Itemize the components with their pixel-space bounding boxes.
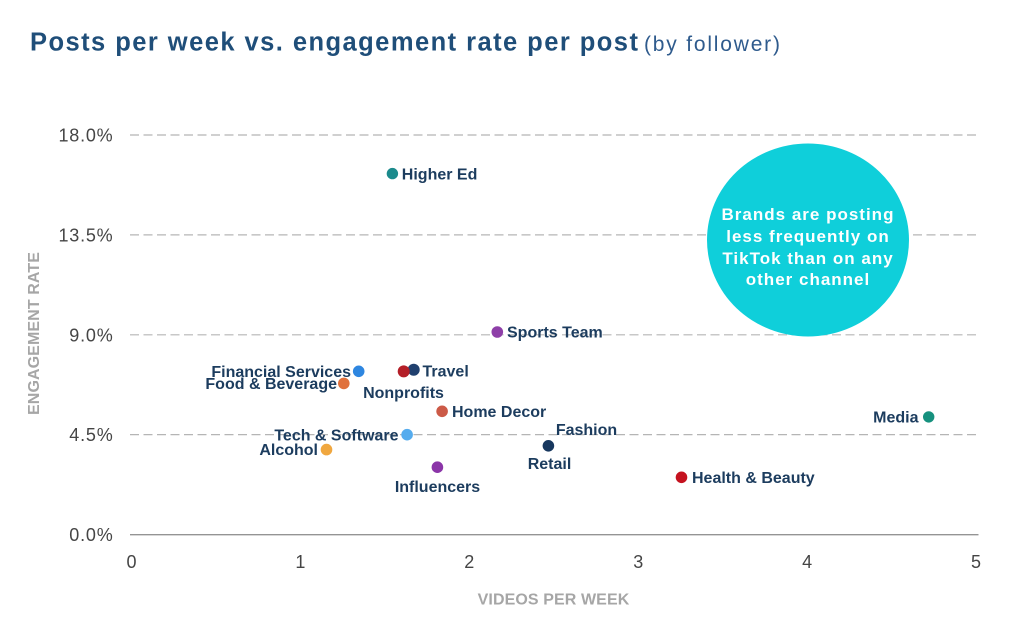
svg-text:0.0%: 0.0% bbox=[69, 525, 113, 545]
svg-text:Tech & Software: Tech & Software bbox=[274, 427, 398, 444]
svg-text:Brands are posting: Brands are posting bbox=[722, 205, 895, 224]
svg-text:less frequently on: less frequently on bbox=[726, 227, 889, 246]
svg-text:Retail: Retail bbox=[528, 456, 572, 473]
svg-text:Home Decor: Home Decor bbox=[452, 404, 546, 421]
svg-text:5: 5 bbox=[971, 552, 981, 572]
svg-text:9.0%: 9.0% bbox=[69, 325, 113, 345]
svg-text:Alcohol: Alcohol bbox=[259, 442, 318, 459]
svg-text:Food & Beverage: Food & Beverage bbox=[205, 376, 337, 393]
svg-text:3: 3 bbox=[633, 552, 643, 572]
svg-text:Fashion: Fashion bbox=[556, 422, 617, 439]
svg-text:Financial Services: Financial Services bbox=[211, 364, 351, 381]
svg-text:Sports Team: Sports Team bbox=[507, 325, 603, 342]
svg-text:4.5%: 4.5% bbox=[69, 425, 113, 445]
svg-text:18.0%: 18.0% bbox=[58, 126, 113, 146]
svg-text:Travel: Travel bbox=[423, 363, 469, 380]
svg-text:Nonprofits: Nonprofits bbox=[363, 385, 444, 402]
svg-text:VIDEOS PER WEEK: VIDEOS PER WEEK bbox=[478, 592, 630, 609]
svg-text:13.5%: 13.5% bbox=[58, 226, 113, 246]
svg-text:Health & Beauty: Health & Beauty bbox=[692, 470, 815, 487]
svg-text:ENGAGEMENT RATE: ENGAGEMENT RATE bbox=[26, 252, 43, 415]
svg-text:other channel: other channel bbox=[746, 270, 870, 289]
svg-text:Influencers: Influencers bbox=[395, 479, 480, 496]
svg-text:Media: Media bbox=[873, 410, 918, 427]
svg-text:0: 0 bbox=[126, 552, 136, 572]
svg-text:Higher Ed: Higher Ed bbox=[402, 167, 478, 184]
svg-text:1: 1 bbox=[295, 552, 305, 572]
svg-text:TikTok than on any: TikTok than on any bbox=[722, 249, 893, 268]
svg-text:4: 4 bbox=[802, 552, 812, 572]
svg-text:(by follower): (by follower) bbox=[644, 33, 782, 56]
svg-text:2: 2 bbox=[464, 552, 474, 572]
svg-text:Posts per week vs. engagement: Posts per week vs. engagement rate per p… bbox=[30, 29, 639, 57]
